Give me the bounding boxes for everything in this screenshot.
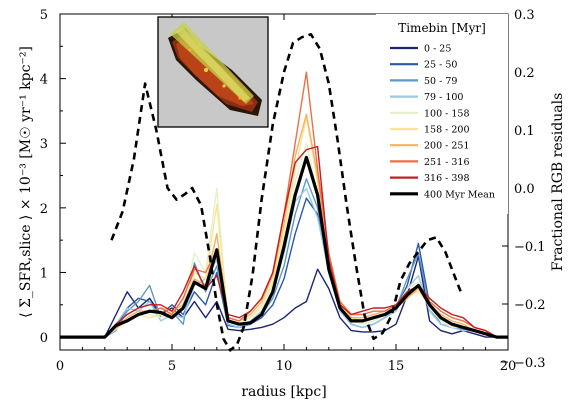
x-tick-label: 0 [56,359,64,374]
y-tick-label: 0 [40,331,48,346]
residual-line [110,33,463,352]
legend-label: 100 - 158 [424,108,470,119]
x-tick-label: 10 [276,359,293,374]
x-axis-label: radius [kpc] [241,384,326,400]
legend-label: 50 - 79 [424,76,457,87]
legend-label: 25 - 50 [424,60,457,71]
y2-tick-label: 0.3 [514,8,535,23]
series-line [60,145,508,338]
y2-tick-label: −0.2 [514,298,546,313]
series-lines [60,71,508,339]
legend-label: 400 Myr Mean [424,189,495,200]
x-tick-label: 20 [500,359,517,374]
residual-dashed-line [110,33,463,352]
y-axis-left: 0 1 2 3 4 5 [40,8,66,346]
x-tick-label: 15 [388,359,405,374]
y-tick-label: 3 [40,137,48,152]
y2-tick-label: −0.1 [514,240,546,255]
legend: Timebin [Myr] 0 - 25 25 - 50 50 - 79 79 - 1… [376,14,508,214]
y2-tick-label: 0.0 [514,182,535,197]
legend-label: 251 - 316 [424,157,470,168]
y-tick-label: 2 [40,202,48,217]
legend-label: 200 - 251 [424,141,470,152]
galaxy-inset-image [157,16,269,128]
legend-label: 0 - 25 [424,44,451,55]
series-line-mean [60,155,508,339]
legend-label: 79 - 100 [424,92,463,103]
legend-label: 158 - 200 [424,125,470,136]
series-line [60,178,508,338]
y-tick-label: 1 [40,266,48,281]
legend-title: Timebin [Myr] [398,21,486,35]
y-axis-label: ⟨ Σ_SFR,slice ⟩ × 10⁻³ [M☉ yr⁻¹ kpc⁻²] [18,46,34,318]
series-line [60,255,508,338]
y2-tick-label: −0.3 [514,356,546,371]
y2-tick-label: 0.2 [514,66,535,81]
y-tick-label: 4 [40,73,48,88]
y-tick-label: 5 [40,8,48,23]
y2-tick-label: 0.1 [514,124,535,139]
x-tick-label: 5 [168,359,176,374]
y-axis-right: −0.3 −0.2 −0.1 0.0 0.1 0.2 0.3 [502,8,546,371]
legend-label: 316 - 398 [424,173,470,184]
y2-axis-label: Fractional RGB residuals [550,93,566,272]
